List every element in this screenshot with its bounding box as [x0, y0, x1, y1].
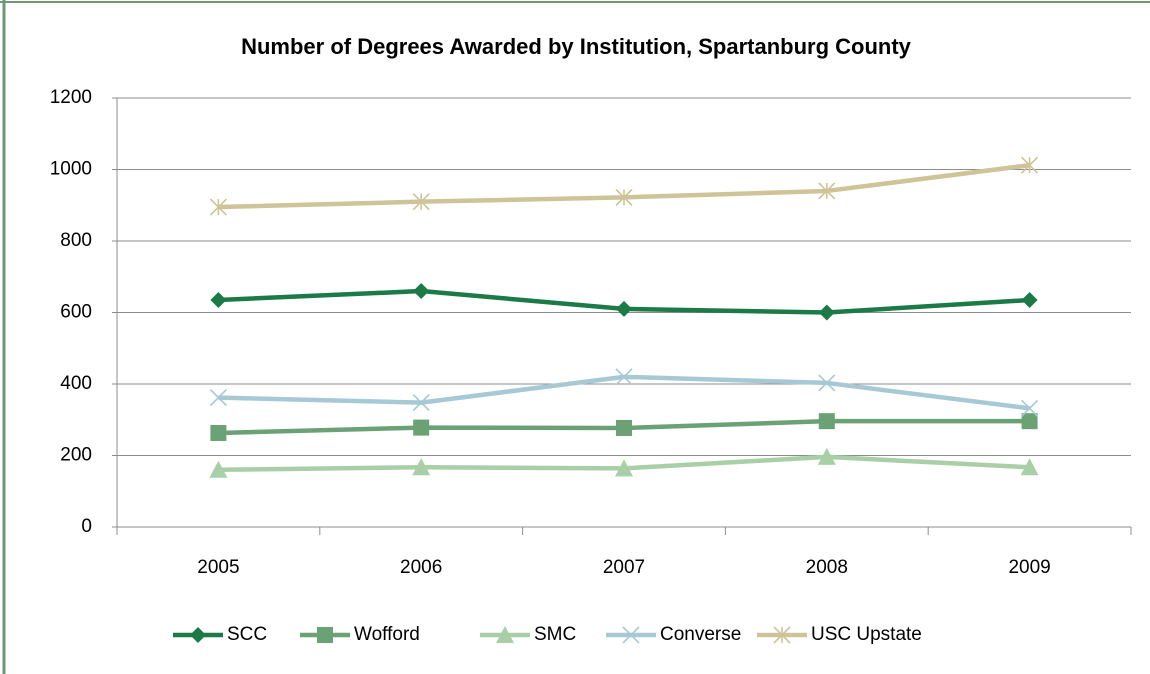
marker-shape — [1020, 458, 1039, 476]
x-tick-label: 2008 — [806, 557, 848, 578]
chart-title: Number of Degrees Awarded by Institution… — [241, 34, 912, 59]
marker — [818, 304, 835, 321]
marker-shape — [190, 627, 206, 643]
marker-shape — [210, 291, 227, 308]
y-tick-label: 1000 — [50, 159, 92, 180]
marker — [1021, 291, 1038, 308]
marker — [317, 627, 333, 643]
marker-shape — [412, 458, 431, 476]
marker-shape — [209, 460, 228, 478]
marker — [1021, 156, 1039, 174]
marker-shape — [496, 626, 514, 643]
marker-shape — [317, 627, 333, 643]
marker — [412, 193, 430, 211]
legend-label: Wofford — [354, 624, 420, 645]
marker-shape — [818, 304, 835, 321]
marker — [818, 374, 836, 392]
marker — [773, 626, 791, 644]
marker-shape — [210, 424, 227, 441]
marker — [413, 283, 430, 300]
y-tick-label: 400 — [60, 373, 92, 394]
marker-shape — [413, 283, 430, 300]
marker — [190, 627, 206, 643]
marker — [616, 300, 632, 317]
marker — [615, 368, 633, 386]
marker-shape — [622, 626, 640, 644]
marker-shape — [413, 419, 430, 436]
marker-shape — [616, 300, 632, 317]
marker — [412, 458, 431, 476]
legend-label: SMC — [534, 624, 576, 645]
marker-shape — [615, 368, 633, 386]
y-tick-label: 0 — [81, 516, 92, 537]
marker-shape — [818, 374, 836, 392]
marker-shape — [817, 447, 836, 465]
marker-shape — [1021, 399, 1039, 417]
marker — [209, 198, 227, 216]
y-tick-label: 200 — [60, 445, 92, 466]
legend-label: USC Upstate — [811, 624, 922, 645]
marker — [622, 626, 640, 644]
marker — [616, 419, 632, 436]
marker — [1020, 458, 1039, 476]
series-line — [218, 374, 1030, 411]
marker-shape — [1021, 291, 1038, 308]
marker — [1021, 399, 1039, 417]
marker — [818, 182, 836, 200]
y-tick-label: 800 — [60, 230, 92, 251]
marker — [210, 291, 227, 308]
marker — [615, 459, 633, 477]
marker — [615, 188, 633, 206]
marker-shape — [818, 413, 835, 430]
marker — [818, 413, 835, 430]
x-tick-label: 2007 — [603, 557, 645, 578]
marker — [412, 394, 430, 412]
y-tick-label: 1200 — [50, 87, 92, 108]
marker-shape — [616, 419, 632, 436]
legend-label: SCC — [227, 624, 267, 645]
marker — [817, 447, 836, 465]
marker-shape — [412, 394, 430, 412]
marker — [1021, 413, 1038, 430]
marker — [210, 424, 227, 441]
x-tick-label: 2009 — [1008, 557, 1050, 578]
y-tick-label: 600 — [60, 302, 92, 323]
x-tick-label: 2005 — [197, 557, 239, 578]
legend-label: Converse — [660, 624, 741, 645]
marker-shape — [615, 459, 633, 477]
marker-shape — [1021, 413, 1038, 430]
marker — [209, 460, 228, 478]
x-tick-label: 2006 — [400, 557, 442, 578]
marker — [496, 626, 514, 643]
marker — [209, 389, 227, 407]
marker-shape — [209, 389, 227, 407]
marker — [413, 419, 430, 436]
